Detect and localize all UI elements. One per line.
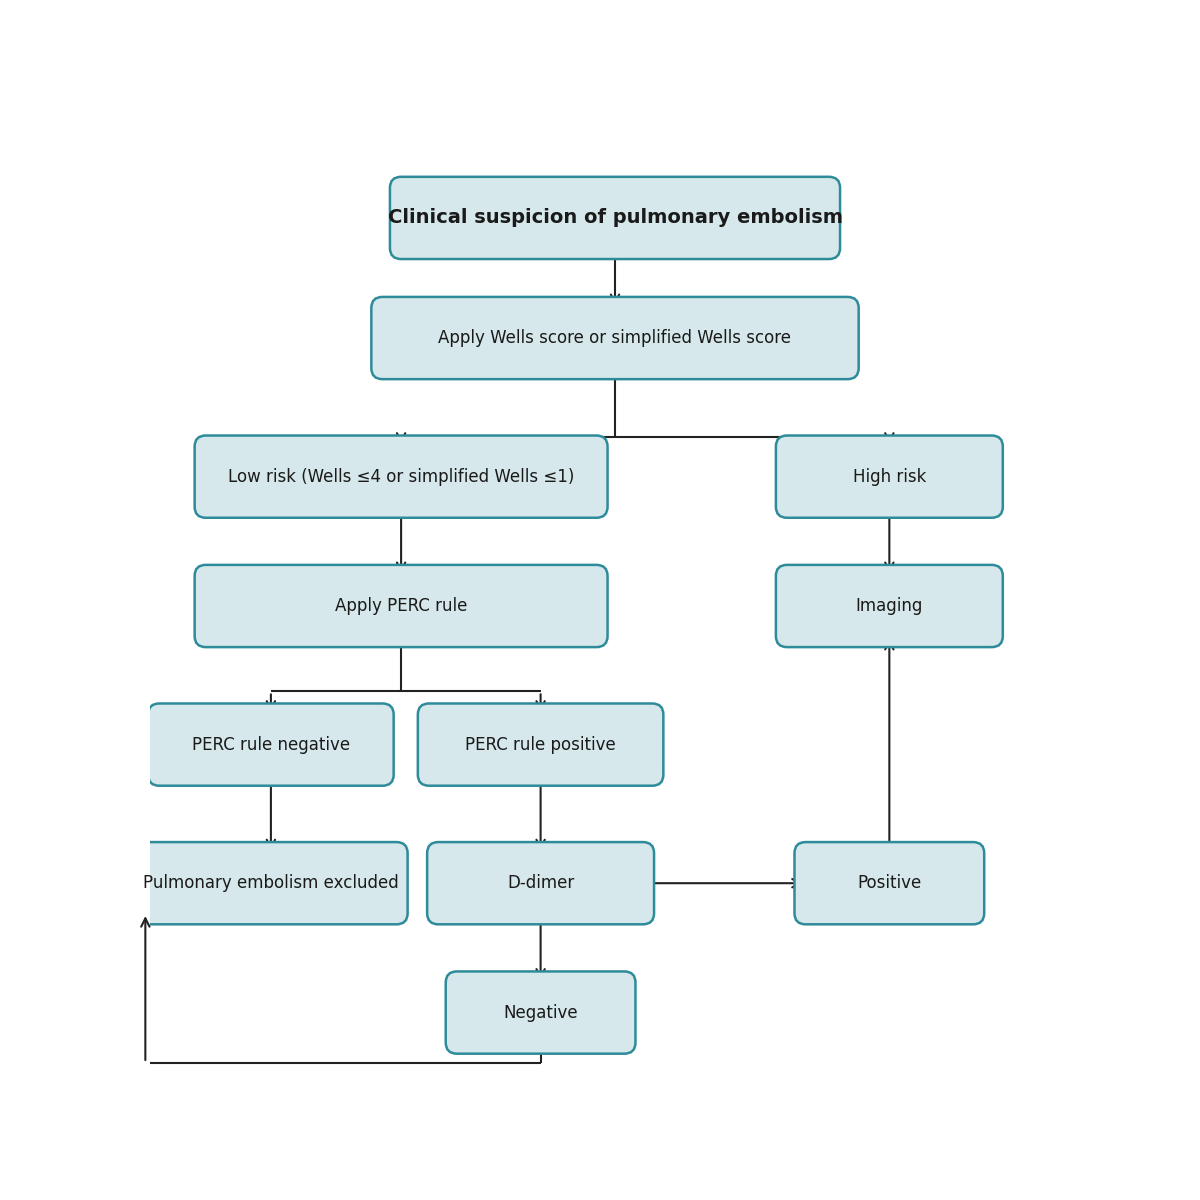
FancyBboxPatch shape — [148, 703, 394, 786]
FancyBboxPatch shape — [371, 296, 859, 379]
FancyBboxPatch shape — [427, 842, 654, 924]
Text: Positive: Positive — [857, 874, 922, 893]
Text: Clinical suspicion of pulmonary embolism: Clinical suspicion of pulmonary embolism — [388, 209, 842, 228]
Text: PERC rule negative: PERC rule negative — [192, 736, 350, 754]
Text: Apply Wells score or simplified Wells score: Apply Wells score or simplified Wells sc… — [438, 329, 792, 347]
FancyBboxPatch shape — [134, 842, 408, 924]
Text: Imaging: Imaging — [856, 596, 923, 614]
FancyBboxPatch shape — [794, 842, 984, 924]
FancyBboxPatch shape — [418, 703, 664, 786]
Text: D-dimer: D-dimer — [506, 874, 575, 893]
Text: Negative: Negative — [503, 1003, 578, 1021]
FancyBboxPatch shape — [194, 565, 607, 647]
FancyBboxPatch shape — [776, 565, 1003, 647]
Text: High risk: High risk — [853, 468, 926, 486]
Text: Low risk (Wells ≤4 or simplified Wells ≤1): Low risk (Wells ≤4 or simplified Wells ≤… — [228, 468, 575, 486]
FancyBboxPatch shape — [445, 972, 636, 1054]
FancyBboxPatch shape — [390, 176, 840, 259]
Text: Pulmonary embolism excluded: Pulmonary embolism excluded — [143, 874, 398, 893]
FancyBboxPatch shape — [776, 436, 1003, 517]
Text: Apply PERC rule: Apply PERC rule — [335, 596, 467, 614]
Text: PERC rule positive: PERC rule positive — [466, 736, 616, 754]
FancyBboxPatch shape — [194, 436, 607, 517]
